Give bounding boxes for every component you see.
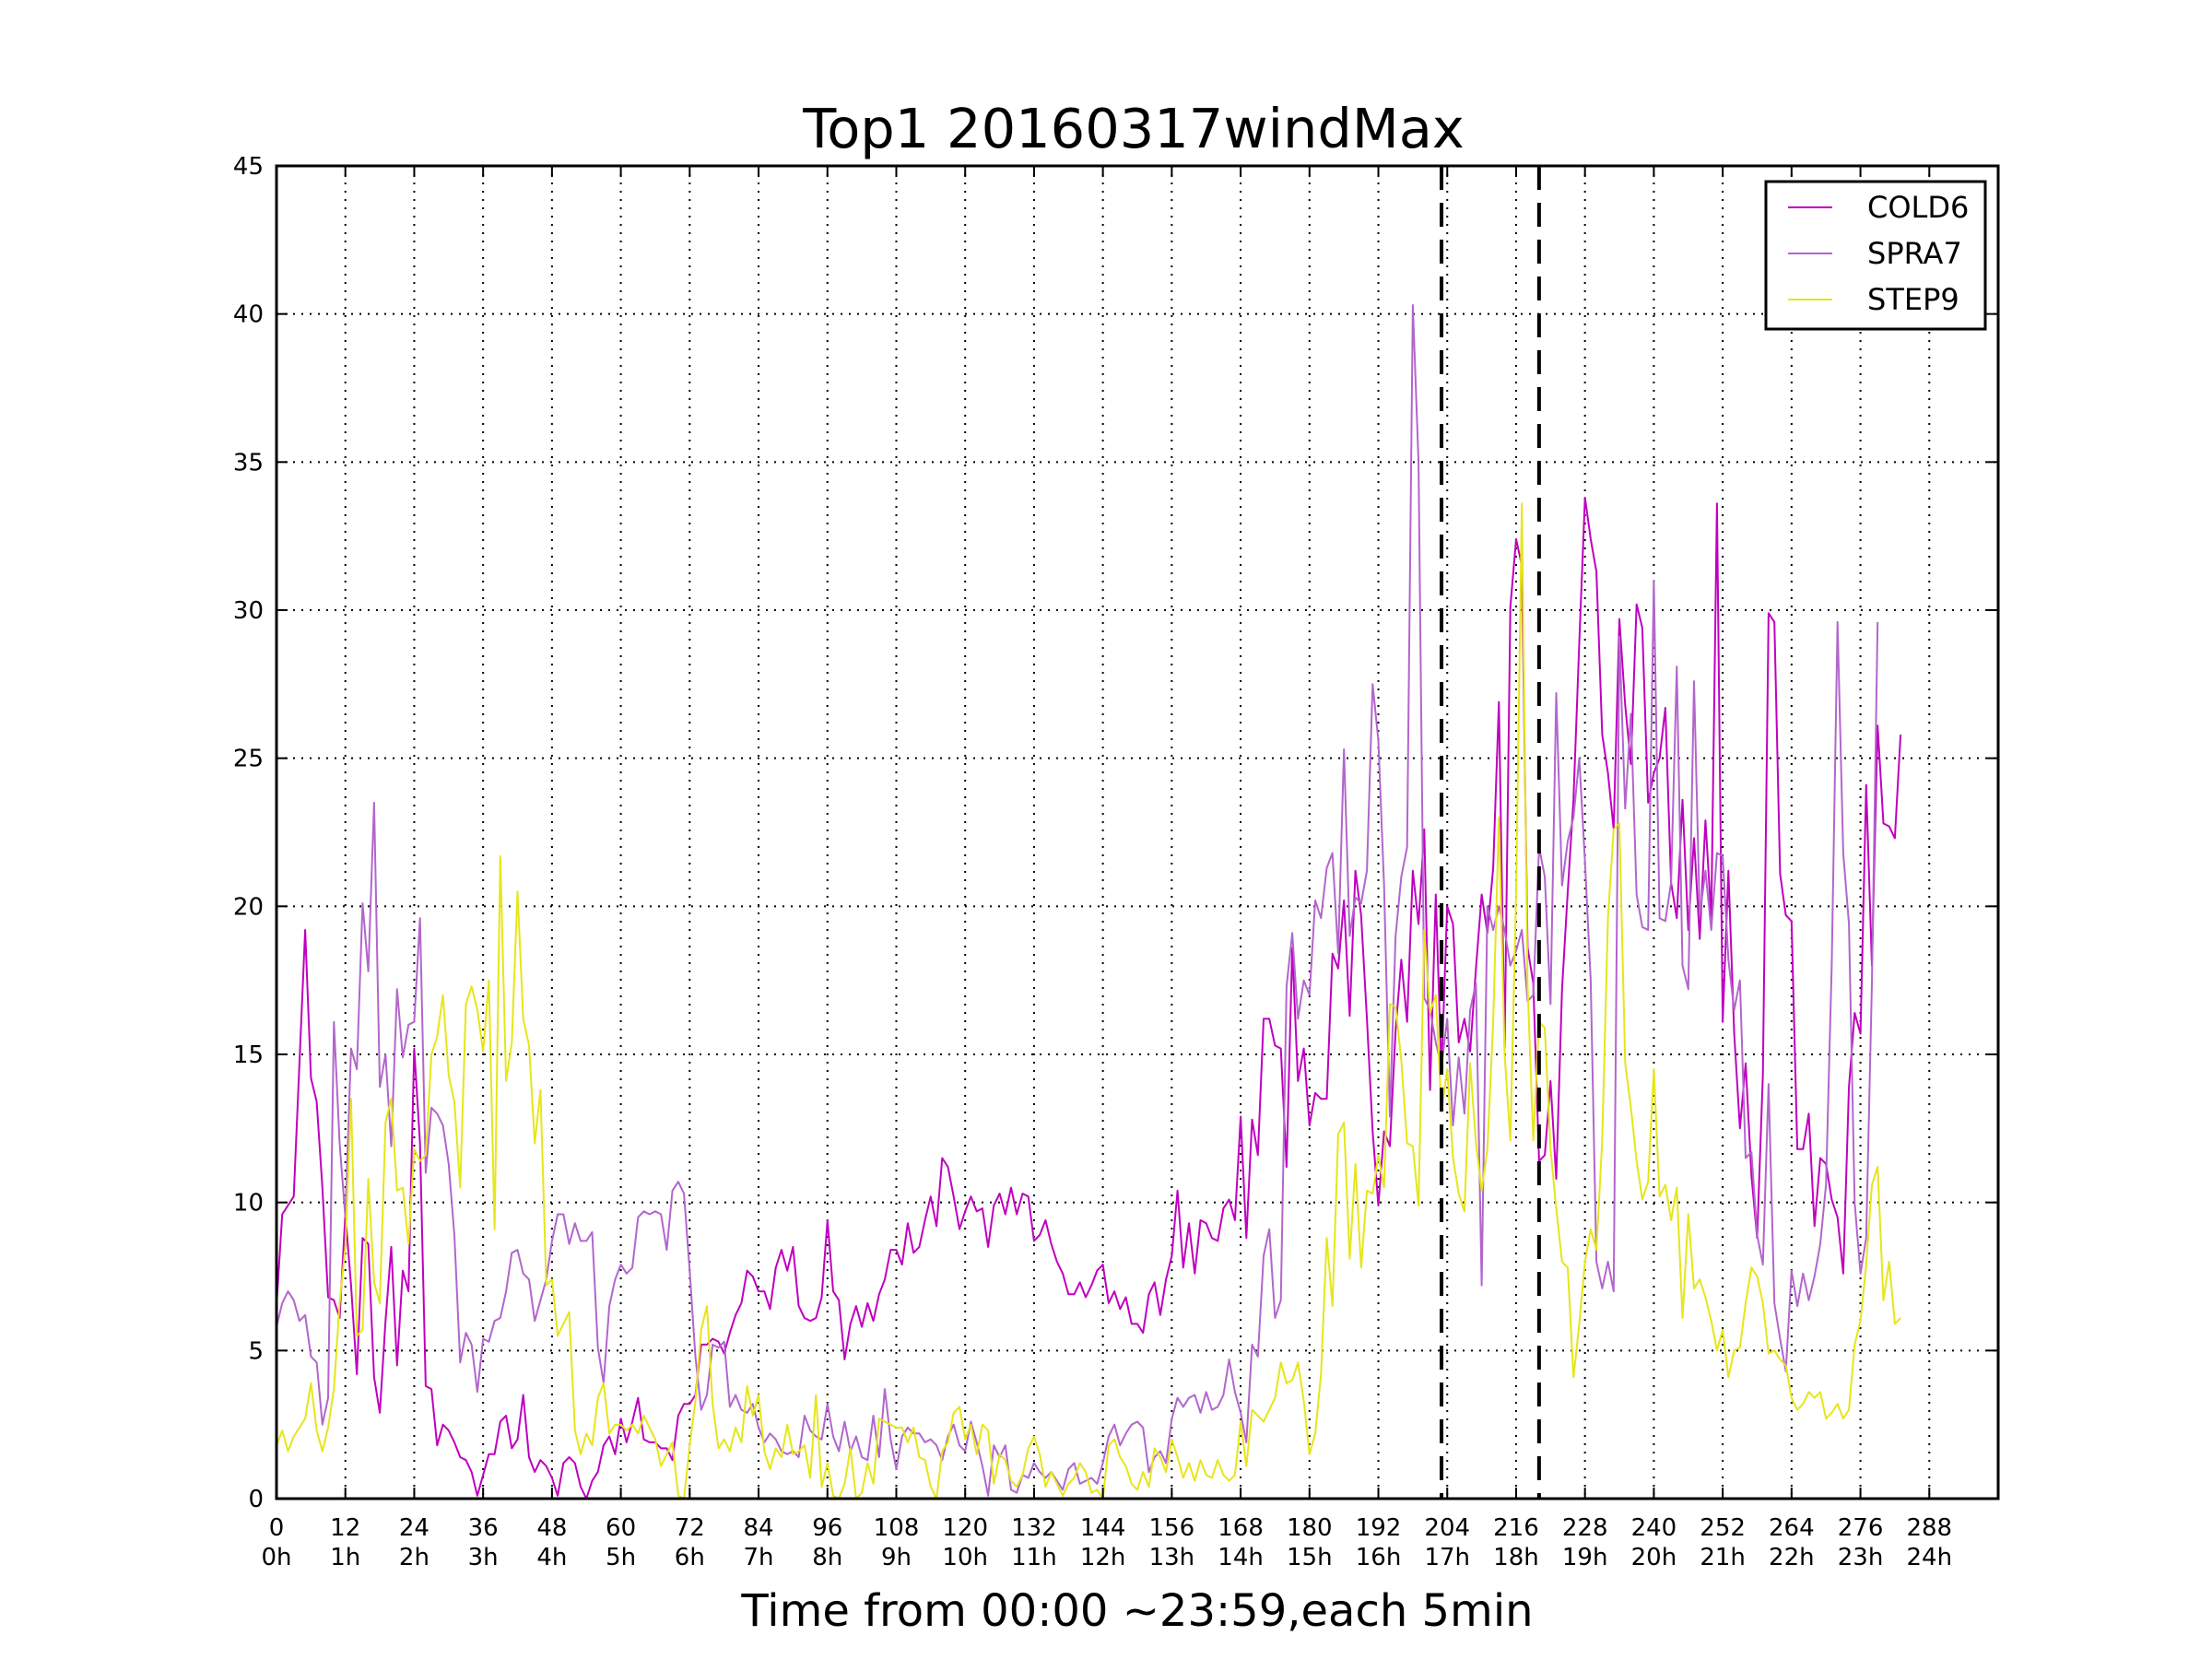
x-tick-hour-label: 14h — [1218, 1544, 1264, 1571]
x-tick-label: 48 — [536, 1514, 567, 1542]
x-tick-label: 84 — [743, 1514, 773, 1542]
y-tick-label: 40 — [233, 301, 264, 329]
y-tick-label: 25 — [233, 746, 264, 773]
x-tick-label: 108 — [874, 1514, 920, 1542]
x-tick-hour-label: 13h — [1149, 1544, 1195, 1571]
x-tick-label: 120 — [942, 1514, 988, 1542]
x-tick-label: 36 — [468, 1514, 499, 1542]
x-axis-label: Time from 00:00 ~23:59,each 5min — [740, 1585, 1533, 1637]
x-tick-label: 168 — [1218, 1514, 1264, 1542]
y-tick-label: 20 — [233, 893, 264, 921]
x-tick-label: 240 — [1631, 1514, 1677, 1542]
legend-box — [1764, 180, 1987, 331]
x-tick-label: 132 — [1011, 1514, 1057, 1542]
x-tick-hour-label: 6h — [675, 1544, 705, 1571]
x-tick-label: 12 — [330, 1514, 360, 1542]
y-tick-label: 35 — [233, 449, 264, 477]
legend-label-step9: STEP9 — [1867, 282, 1959, 317]
x-tick-label: 252 — [1700, 1514, 1746, 1542]
x-tick-label: 0 — [269, 1514, 285, 1542]
legend: COLD6 SPRA7 STEP9 — [1764, 180, 1987, 331]
x-tick-label: 156 — [1149, 1514, 1195, 1542]
y-tick-label: 15 — [233, 1041, 264, 1069]
tick-layer: 05101520253035404500h121h242h363h484h605… — [233, 153, 1998, 1571]
x-tick-hour-label: 11h — [1011, 1544, 1057, 1571]
series-layer — [276, 304, 1902, 1500]
chart-title: Top1 20160317windMax — [802, 97, 1465, 160]
x-tick-hour-label: 1h — [330, 1544, 360, 1571]
y-tick-label: 10 — [233, 1190, 264, 1218]
x-tick-hour-label: 9h — [881, 1544, 912, 1571]
x-tick-label: 264 — [1769, 1514, 1815, 1542]
x-tick-label: 96 — [812, 1514, 842, 1542]
x-tick-hour-label: 7h — [744, 1544, 774, 1571]
x-tick-label: 192 — [1356, 1514, 1402, 1542]
series-line-step9 — [276, 502, 1901, 1500]
x-tick-hour-label: 20h — [1631, 1544, 1677, 1571]
x-tick-hour-label: 17h — [1424, 1544, 1470, 1571]
y-tick-label: 0 — [248, 1486, 264, 1513]
x-tick-hour-label: 19h — [1562, 1544, 1608, 1571]
x-tick-hour-label: 21h — [1700, 1544, 1746, 1571]
x-tick-hour-label: 15h — [1287, 1544, 1333, 1571]
y-tick-label: 30 — [233, 597, 264, 625]
x-tick-hour-label: 10h — [942, 1544, 988, 1571]
x-tick-hour-label: 3h — [468, 1544, 499, 1571]
x-tick-label: 24 — [399, 1514, 429, 1542]
x-tick-hour-label: 12h — [1080, 1544, 1126, 1571]
x-tick-hour-label: 23h — [1838, 1544, 1884, 1571]
x-tick-hour-label: 4h — [536, 1544, 567, 1571]
x-tick-label: 228 — [1562, 1514, 1608, 1542]
x-tick-hour-label: 5h — [606, 1544, 636, 1571]
x-tick-hour-label: 22h — [1769, 1544, 1815, 1571]
x-tick-label: 60 — [606, 1514, 636, 1542]
x-tick-hour-label: 16h — [1356, 1544, 1402, 1571]
x-tick-label: 216 — [1493, 1514, 1539, 1542]
x-tick-hour-label: 8h — [812, 1544, 842, 1571]
x-tick-label: 288 — [1906, 1514, 1952, 1542]
legend-label-spra7: SPRA7 — [1867, 236, 1962, 271]
y-tick-label: 45 — [233, 153, 264, 181]
x-tick-label: 144 — [1080, 1514, 1126, 1542]
series-line-spra7 — [276, 304, 1879, 1497]
x-tick-label: 180 — [1287, 1514, 1333, 1542]
plot-frame — [275, 164, 2000, 1500]
x-tick-hour-label: 18h — [1493, 1544, 1539, 1571]
marker-layer — [1440, 166, 1541, 1499]
x-tick-hour-label: 24h — [1906, 1544, 1952, 1571]
x-tick-label: 276 — [1838, 1514, 1884, 1542]
x-tick-hour-label: 0h — [261, 1544, 291, 1571]
x-tick-label: 72 — [675, 1514, 705, 1542]
legend-label-cold6: COLD6 — [1867, 190, 1969, 225]
x-tick-label: 204 — [1424, 1514, 1470, 1542]
y-tick-label: 5 — [248, 1337, 264, 1365]
x-tick-hour-label: 2h — [399, 1544, 429, 1571]
